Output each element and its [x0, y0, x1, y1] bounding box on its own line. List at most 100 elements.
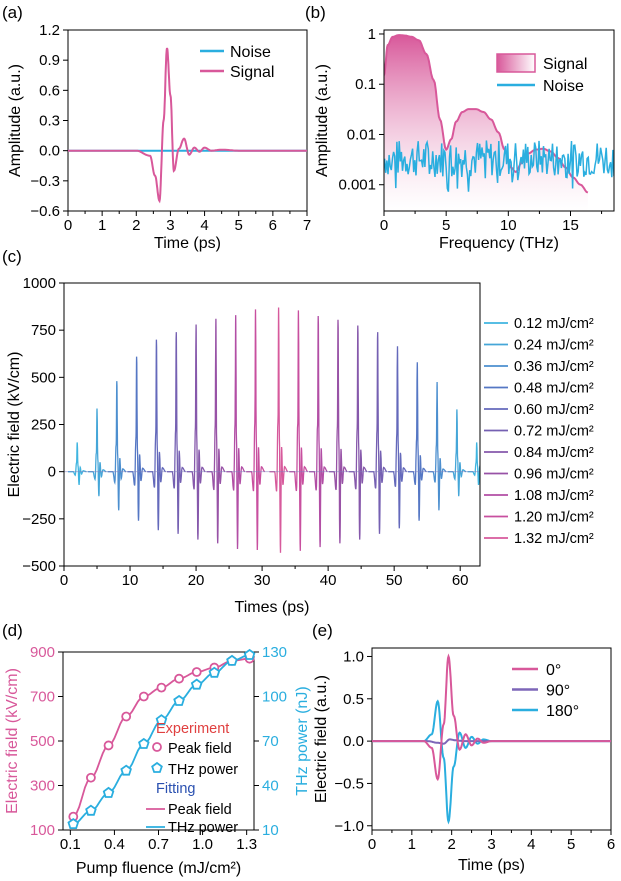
legend-label-1: 0.24 mJ/cm²	[514, 338, 594, 354]
panel-a: 0 1 2 3 4 5 6 7 1.2 0.9 0.6 0.3 0.0 −0.3 −0.6 Time (ps)…	[7, 22, 311, 252]
axes-frame	[383, 29, 615, 212]
x-tick-label: 4	[200, 217, 208, 234]
x-tick-label: 0.1	[60, 836, 81, 853]
y-tick-label: 100	[30, 822, 55, 839]
peak-field-point	[156, 682, 167, 693]
y-tick-label: 0.001	[338, 177, 376, 194]
legend-signal-label: Signal	[543, 56, 587, 73]
x-tick-label: 2	[447, 836, 455, 853]
pulse-line	[186, 324, 206, 540]
x-tick-label: 0.4	[104, 836, 125, 853]
pulse-line	[348, 325, 368, 540]
x-axis-label: Time (ps)	[154, 235, 221, 252]
legend-label-1: 90°	[546, 683, 570, 700]
thz-power-point	[208, 666, 221, 678]
thz-power-point	[243, 648, 256, 660]
y-axis-label: Amplitude (a.u.)	[7, 64, 24, 177]
panel-label-e: (e)	[312, 621, 333, 640]
series-noise-line	[384, 139, 614, 192]
legend-label-0: 0°	[546, 662, 561, 679]
y-tick-label: −0.3	[30, 173, 60, 190]
axes-frame	[67, 29, 308, 212]
y-tick-label: −1.0	[334, 818, 364, 835]
pulse-line	[408, 362, 427, 521]
peak-field-point	[191, 667, 202, 677]
legend-fit-power-label: THz power	[168, 820, 238, 836]
y-tick-label: 750	[31, 322, 56, 339]
legend-label-10: 1.32 mJ/cm²	[514, 531, 594, 547]
x-tick-label: 50	[386, 572, 403, 589]
series-0-line	[372, 653, 611, 782]
y-tick-label: −250	[22, 511, 56, 528]
thz-power-point	[67, 817, 80, 829]
thz-power-point	[102, 786, 115, 798]
thz-power-point	[226, 654, 238, 666]
y-tick-label: 1.2	[39, 22, 60, 39]
legend-label-8: 1.08 mJ/cm²	[514, 488, 594, 504]
legend-label-2: 180°	[546, 703, 579, 720]
pulse-line	[368, 332, 388, 534]
x-tick-label: 6	[607, 836, 615, 853]
x-tick-label: 30	[254, 572, 271, 589]
pulse-line	[246, 309, 266, 551]
panel-c: 0 10 20 30 40 50 60 1000 750 500 250 0 −250 −500 Times…	[6, 275, 594, 616]
pulse-line	[328, 319, 348, 544]
legend-peak-marker	[152, 742, 162, 752]
legend-peak-label: Peak field	[168, 741, 232, 757]
y-tick-label: 0.9	[39, 52, 60, 69]
x-tick-label: 5	[567, 836, 575, 853]
series-2-line	[372, 699, 611, 825]
y-right-tick-label: 100	[262, 689, 287, 706]
pulse-line	[68, 442, 87, 485]
thz-power-point	[120, 764, 132, 776]
legend-label-9: 1.20 mJ/cm²	[514, 510, 594, 526]
y-tick-label: 0.1	[355, 76, 376, 93]
panel-label-c: (c)	[2, 247, 22, 266]
pulse-line	[427, 381, 447, 511]
pulse-line	[289, 310, 309, 551]
x-tick-label: 4	[527, 836, 535, 853]
peak-field-point	[86, 772, 96, 783]
y-tick-label: 1	[368, 26, 376, 43]
pulse-line	[309, 315, 328, 548]
axes-frame	[371, 647, 612, 831]
pulse-line	[167, 332, 186, 534]
x-axis-label: Frequency (THz)	[439, 235, 559, 252]
x-axis-label: Times (ps)	[235, 599, 310, 616]
pulse-line	[87, 408, 107, 497]
pulse-line	[447, 409, 467, 497]
panel-d: 0.1 0.4 0.7 1.0 1.3 900 700 500 300 100 130 100 70 40…	[4, 644, 311, 877]
thz-power-point	[155, 714, 168, 726]
y-left-axis-label: Electric field (kV/cm)	[4, 668, 21, 814]
legend-fit-peak-label: Peak field	[168, 802, 232, 818]
x-tick-label: 3	[487, 836, 495, 853]
x-tick-label: 0	[368, 836, 376, 853]
legend-power-label: THz power	[168, 762, 238, 778]
y-axis-label: Electric field (a.u.)	[313, 675, 330, 803]
y-tick-label: −0.6	[30, 203, 60, 220]
y-tick-label: 0.3	[39, 113, 60, 130]
thz-power-point	[190, 678, 203, 690]
pulse-line	[467, 442, 480, 486]
panel-label-d: (d)	[2, 621, 23, 640]
x-tick-label: 10	[122, 572, 139, 589]
y-right-tick-label: 40	[262, 778, 279, 795]
y-tick-label: 300	[30, 778, 55, 795]
y-tick-label: 0.0	[39, 143, 60, 160]
y-tick-label: 250	[31, 417, 56, 434]
y-tick-label: 500	[30, 733, 55, 750]
y-tick-label: 0.5	[343, 691, 364, 708]
panel-label-a: (a)	[2, 3, 23, 22]
y-axis-label: Electric field (kV/cm)	[6, 352, 23, 498]
peak-field-point	[103, 740, 114, 751]
x-tick-label: 1	[408, 836, 416, 853]
legend-signal-label: Signal	[230, 64, 274, 81]
thz-power-point	[138, 737, 150, 749]
y-right-tick-label: 70	[262, 733, 279, 750]
y-tick-label: 0	[48, 464, 56, 481]
thz-power-point	[173, 694, 185, 706]
legend-noise-label: Noise	[230, 44, 271, 61]
x-axis-label: Time (ps)	[458, 857, 525, 874]
y-tick-label: 900	[30, 644, 55, 661]
